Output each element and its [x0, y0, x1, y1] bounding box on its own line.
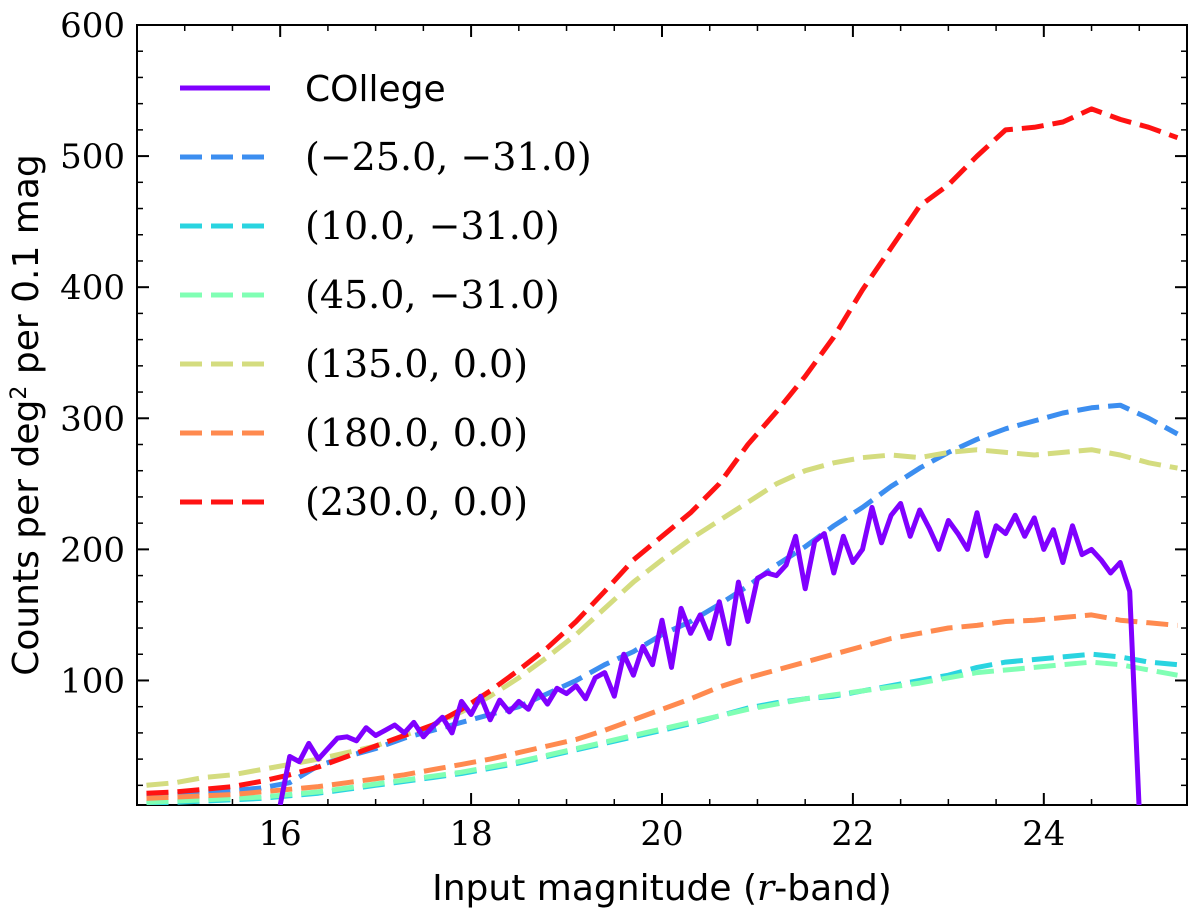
series-line-5 [146, 612, 1178, 801]
x-tick-label: 20 [640, 814, 683, 854]
legend-label-2: (10.0, −31.0) [305, 204, 560, 248]
legend: COllege (−25.0, −31.0) (10.0, −31.0) (45.0,… [180, 69, 592, 524]
series-line-0 [277, 501, 1142, 805]
y-tick-label: 500 [60, 137, 125, 177]
y-axis-label-prefix: Counts per deg [6, 400, 47, 676]
series-line-2 [146, 651, 1178, 805]
y-tick-labels: 100 200 300 400 500 600 [60, 6, 125, 701]
x-tick-label: 22 [831, 814, 874, 854]
x-axis-label-prefix: Input magnitude ( [432, 868, 757, 909]
x-tick-label: 24 [1022, 814, 1065, 854]
series-line-1 [146, 402, 1179, 799]
y-axis-label: Counts per deg2 per 0.1 mag [6, 154, 47, 676]
legend-label-4: (135.0, 0.0) [305, 342, 528, 386]
y-axis-label-suffix: per 0.1 mag [6, 154, 47, 385]
y-tick-label: 400 [60, 268, 125, 308]
x-axis-label: Input magnitude (r-band) [432, 868, 892, 909]
x-tick-label: 16 [259, 814, 302, 854]
x-tick-label: 18 [449, 814, 492, 854]
x-axis-label-var: r [757, 868, 776, 909]
legend-label-5: (180.0, 0.0) [305, 411, 528, 455]
legend-label-6: (230.0, 0.0) [305, 480, 528, 524]
y-tick-label: 300 [60, 399, 125, 439]
y-tick-label: 200 [60, 530, 125, 570]
axis-ticks [136, 24, 1188, 805]
series-line-4 [146, 447, 1178, 788]
y-tick-label: 600 [60, 6, 125, 46]
y-axis-label-sup: 2 [7, 386, 32, 400]
x-axis-label-suffix: -band) [774, 868, 892, 909]
series-line-6 [146, 106, 1179, 796]
y-tick-label: 100 [60, 661, 125, 701]
series-line-3 [146, 659, 1178, 805]
legend-label-1: (−25.0, −31.0) [305, 135, 592, 179]
series-lines [146, 106, 1179, 805]
legend-label-3: (45.0, −31.0) [305, 273, 560, 317]
legend-label-0: COllege [305, 69, 446, 110]
x-tick-labels: 16 18 20 22 24 [259, 814, 1066, 854]
plot-frame [136, 24, 1188, 806]
